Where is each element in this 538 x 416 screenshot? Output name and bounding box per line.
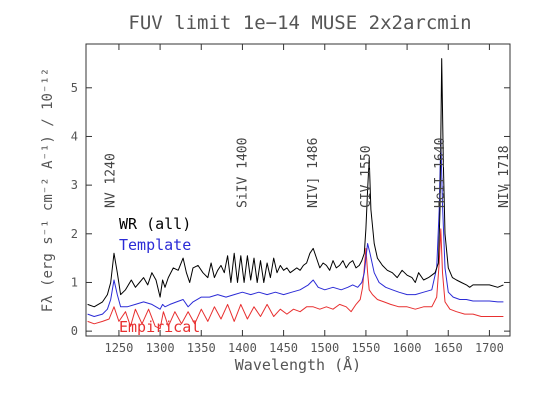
x-tick-label: 1250 xyxy=(104,341,133,355)
x-tick-label: 1450 xyxy=(269,341,298,355)
legend-label-empirical: Empirical xyxy=(119,318,200,336)
legend-label-template: Template xyxy=(119,236,191,254)
x-tick-label: 1700 xyxy=(475,341,504,355)
y-tick-label: 4 xyxy=(71,129,78,143)
line-id-label: SiIV 1400 xyxy=(235,138,250,208)
series-empirical xyxy=(87,228,504,330)
line-id-label: NIV] 1486 xyxy=(306,138,321,208)
plot-frame xyxy=(85,43,511,337)
x-tick-label: 1400 xyxy=(228,341,257,355)
y-tick-label: 5 xyxy=(71,81,78,95)
legend-label-wr: WR (all) xyxy=(119,215,191,233)
chart-title: FUV limit 1e−14 MUSE 2x2arcmin xyxy=(128,12,471,34)
line-id-label: CIV 1550 xyxy=(359,145,374,208)
x-axis: 1250 1300 1350 1400 1450 1500 1550 1600 1650 1700 xyxy=(104,44,504,355)
x-tick-label: 1500 xyxy=(310,341,339,355)
series-layer xyxy=(87,58,504,330)
x-tick-label: 1300 xyxy=(146,341,175,355)
x-axis-label: Wavelength (Å) xyxy=(235,355,361,374)
plot-area xyxy=(85,43,511,337)
legend: WR (all) Template Empirical xyxy=(119,215,200,336)
y-tick-label: 1 xyxy=(71,275,78,289)
line-identifications: NV 1240 SiIV 1400 NIV] 1486 CIV 1550 HeII 16… xyxy=(104,138,513,208)
line-id-label: NIV 1718 xyxy=(497,145,512,208)
y-axis-label: Fλ (erg s⁻¹ cm⁻² A⁻¹) / 10⁻¹² xyxy=(40,68,56,312)
y-tick-label: 3 xyxy=(71,178,78,192)
line-id-label: HeII 1640 xyxy=(433,138,448,208)
y-tick-label: 0 xyxy=(71,324,78,338)
x-tick-label: 1350 xyxy=(187,341,216,355)
line-id-label: NV 1240 xyxy=(104,153,119,208)
x-tick-label: 1550 xyxy=(351,341,380,355)
y-tick-label: 2 xyxy=(71,227,78,241)
y-axis: 0 1 2 3 4 5 xyxy=(71,81,510,338)
series-wr xyxy=(87,58,504,308)
x-tick-label: 1600 xyxy=(393,341,422,355)
x-tick-label: 1650 xyxy=(434,341,463,355)
